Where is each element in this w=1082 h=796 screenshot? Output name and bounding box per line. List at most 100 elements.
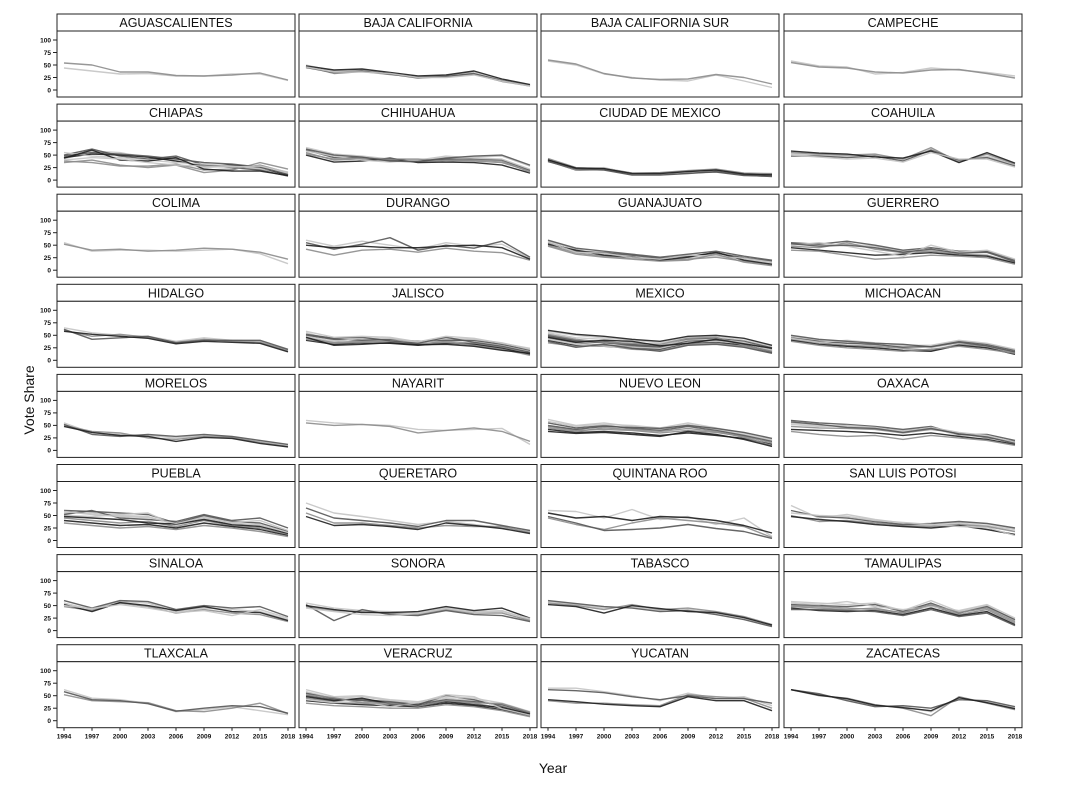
panel: VERACRUZ 1994 1997 2000 2003 2006 2009 2012 2015… — [298, 644, 538, 741]
series-line — [790, 430, 1016, 447]
series-line — [547, 430, 773, 448]
y-tick-label: 50 — [44, 423, 52, 430]
series-line — [547, 603, 773, 626]
panel-plot-area — [298, 300, 538, 368]
y-tick-label: 100 — [40, 668, 51, 675]
series-line — [305, 422, 531, 443]
x-tick-label: 2018 — [523, 734, 538, 741]
panel: TABASCO — [540, 554, 780, 639]
series-line — [63, 599, 289, 618]
series-line — [790, 603, 1016, 623]
series-line — [63, 328, 289, 350]
series-line — [305, 419, 531, 446]
series-line — [63, 517, 289, 536]
y-tick-label: 0 — [47, 177, 51, 184]
panel-title: TABASCO — [631, 557, 690, 571]
panel-plot-area — [56, 120, 296, 188]
panel-title: QUERETARO — [379, 467, 458, 481]
x-tick-label: 2006 — [169, 734, 184, 741]
y-tick-label: 100 — [40, 127, 51, 134]
series-line — [790, 600, 1016, 619]
panel-title: TAMAULIPAS — [864, 557, 941, 571]
series-line — [547, 59, 773, 85]
series-line — [63, 423, 289, 446]
panel-plot-area — [298, 30, 538, 98]
y-axis-title: Vote Share — [21, 365, 37, 434]
series-line — [63, 330, 289, 353]
x-tick-label: 2015 — [495, 734, 510, 741]
panel-title: ZACATECAS — [866, 647, 940, 661]
y-tick-label: 75 — [44, 500, 52, 507]
panel-title: DURANGO — [386, 196, 450, 210]
y-tick-label: 75 — [44, 230, 52, 237]
panel-title: OAXACA — [877, 376, 930, 390]
series-line — [790, 421, 1016, 445]
series-line — [63, 242, 289, 265]
panel-title: CAMPECHE — [868, 16, 939, 30]
panel-plot-area — [298, 571, 538, 639]
series-line — [305, 239, 531, 259]
x-tick-label: 2009 — [197, 734, 212, 741]
panel: ZACATECAS 1994 1997 2000 2003 2006 2009 2012 201… — [783, 644, 1023, 741]
panel-title: HIDALGO — [148, 286, 205, 300]
x-tick-label: 1997 — [812, 734, 827, 741]
x-tick-label: 1997 — [569, 734, 584, 741]
series-line — [305, 330, 531, 349]
series-line — [790, 509, 1016, 529]
panel: TLAXCALA 0 25 50 75 100 1994 1997 2000 2003 2006 20… — [40, 644, 296, 741]
series-line — [305, 336, 531, 354]
panel: OAXACA — [783, 373, 1023, 458]
x-tick-label: 2003 — [383, 734, 398, 741]
y-tick-label: 100 — [40, 578, 51, 585]
panel: YUCATAN 1994 1997 2000 2003 2006 2009 2012 2015 2… — [540, 644, 780, 741]
series-line — [547, 329, 773, 346]
series-line — [63, 603, 289, 619]
series-line — [305, 515, 531, 535]
series-line — [63, 510, 289, 534]
x-tick-label: 2003 — [625, 734, 640, 741]
series-line — [63, 425, 289, 448]
y-tick-label: 75 — [44, 320, 52, 327]
y-tick-label: 100 — [40, 308, 51, 315]
panel-title: TLAXCALA — [144, 647, 209, 661]
panel: COLIMA 0 25 50 75 100 — [40, 193, 296, 278]
x-tick-label: 1997 — [85, 734, 100, 741]
x-tick-label: 2009 — [439, 734, 454, 741]
series-line — [547, 340, 773, 354]
series-line — [547, 239, 773, 261]
series-line — [790, 515, 1016, 536]
y-tick-label: 0 — [47, 718, 51, 725]
panel: BAJA CALIFORNIA SUR — [540, 13, 780, 98]
panel-title: COAHUILA — [871, 106, 936, 120]
series-line — [305, 247, 531, 261]
series-line — [790, 607, 1016, 626]
panel-plot-area — [783, 481, 1023, 548]
panel: SAN LUIS POTOSI — [783, 464, 1023, 548]
series-line — [63, 62, 289, 81]
panel-title: QUINTANA ROO — [613, 467, 708, 481]
x-tick-label: 2018 — [765, 734, 780, 741]
y-tick-label: 0 — [47, 358, 51, 365]
y-tick-label: 0 — [47, 628, 51, 635]
panel-plot-area — [298, 661, 538, 729]
panel-title: CHIHUAHUA — [381, 106, 456, 120]
y-tick-label: 100 — [40, 37, 51, 44]
y-tick-label: 75 — [44, 140, 52, 147]
panel-title: NAYARIT — [392, 376, 445, 390]
x-tick-label: 2000 — [355, 734, 370, 741]
panel-title: MICHOACAN — [865, 286, 941, 300]
series-line — [790, 247, 1016, 264]
panel-title: NUEVO LEON — [619, 376, 701, 390]
panel: GUANAJUATO — [540, 193, 780, 278]
series-line — [790, 514, 1016, 533]
panel-plot-area — [540, 120, 780, 188]
panel-title: GUERRERO — [867, 196, 940, 210]
y-tick-label: 50 — [44, 693, 52, 700]
x-tick-label: 2003 — [141, 734, 156, 741]
series-line — [305, 694, 531, 713]
panel: QUERETARO — [298, 464, 538, 548]
panel-plot-area — [540, 30, 780, 98]
x-tick-label: 2006 — [411, 734, 426, 741]
series-line — [790, 243, 1016, 263]
series-line — [63, 509, 289, 529]
